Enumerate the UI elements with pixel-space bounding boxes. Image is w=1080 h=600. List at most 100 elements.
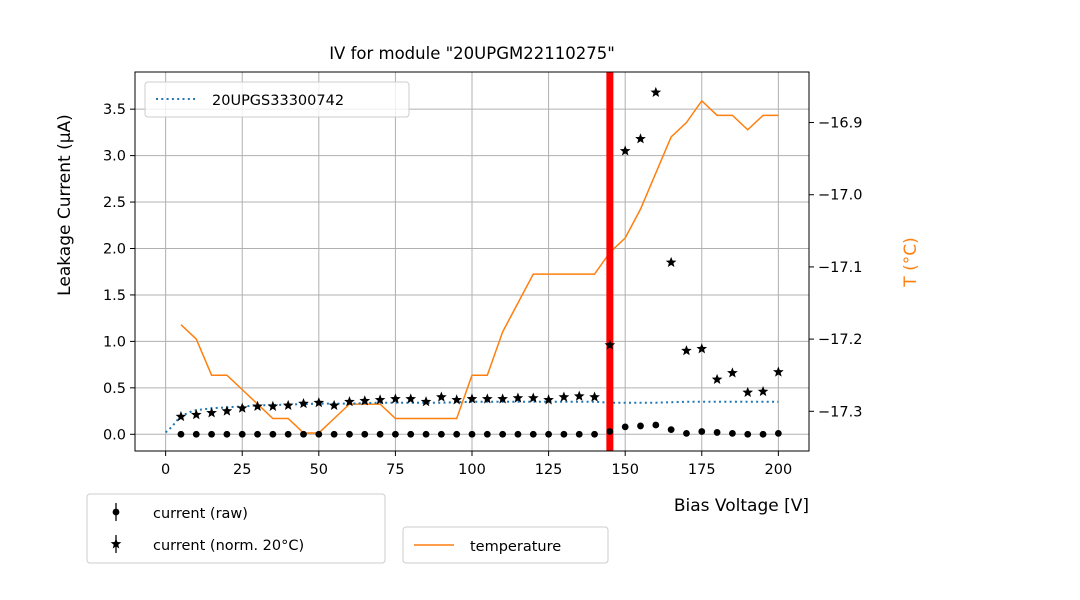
raw-current-point [468, 430, 476, 438]
x-tick-label: 150 [611, 462, 639, 478]
raw-current-point [560, 430, 568, 438]
raw-current-point [254, 430, 261, 438]
norm-current-point [236, 402, 248, 413]
norm-current-point [527, 392, 539, 403]
temperature-line [180, 99, 779, 434]
y2-tick-label: −17.0 [818, 188, 862, 204]
legend-norm-label: current (norm. 20°C) [153, 538, 304, 554]
raw-current-point [208, 430, 215, 438]
norm-current-point [190, 409, 202, 420]
raw-current-point [315, 430, 323, 438]
norm-current-point [512, 392, 524, 403]
raw-current-point [652, 421, 660, 429]
norm-current-point [757, 385, 769, 397]
raw-current-point [238, 430, 246, 438]
x-tick-label: 25 [233, 462, 251, 478]
norm-current-point [252, 400, 263, 411]
legend-reference: 20UPGS33300742 [144, 81, 410, 118]
y2-tick-label: −17.3 [818, 404, 862, 420]
raw-current-point [453, 430, 461, 438]
y2-axis-label: T (°C) [901, 237, 921, 287]
norm-current-point [481, 393, 493, 404]
y-tick-label: 0.5 [103, 381, 126, 397]
norm-current-point [742, 386, 754, 398]
reference-line [164, 400, 779, 434]
raw-current-point [606, 428, 614, 435]
norm-current-point [359, 395, 371, 406]
y-tick-label: 3.0 [103, 149, 126, 165]
x-tick-label: 0 [161, 462, 170, 478]
raw-current-point [575, 430, 583, 438]
x-axis-label: Bias Voltage [V] [674, 496, 809, 516]
norm-current-point [206, 407, 217, 418]
y2-tick-label: −17.2 [818, 332, 862, 348]
norm-current-point [589, 391, 600, 402]
raw-current-point [729, 429, 736, 437]
raw-current-point [407, 430, 415, 438]
chart-title: IV for module "20UPGM22110275" [329, 44, 615, 63]
x-tick-label: 200 [765, 462, 793, 478]
legend-temperature: temperature [402, 526, 609, 564]
legend-raw-marker [112, 503, 120, 521]
norm-current-point [604, 339, 616, 350]
norm-current-point [497, 393, 508, 404]
raw-current-point [177, 430, 185, 438]
y-axis-label: Leakage Current (µA) [55, 114, 75, 296]
legend-temperature-frame [402, 526, 609, 564]
norm-current-point [405, 393, 417, 404]
raw-current-point [422, 430, 430, 438]
raw-current-point [514, 430, 522, 438]
raw-current-point [330, 430, 338, 438]
raw-current-point [529, 430, 537, 438]
x-tick-label: 50 [310, 462, 328, 478]
norm-current-point [665, 256, 677, 267]
legend-temperature-label: temperature [470, 539, 561, 555]
y-tick-label: 2.0 [103, 241, 126, 257]
norm-current-point [711, 373, 723, 384]
legend-reference-label: 20UPGS33300742 [212, 93, 344, 109]
raw-current-point [284, 430, 292, 438]
raw-current-point [483, 430, 491, 438]
norm-current-point [420, 396, 432, 407]
legend-raw-dot [112, 508, 120, 516]
raw-current-point [437, 430, 445, 438]
norm-current-point [650, 86, 662, 97]
y-tick-label: 3.5 [103, 102, 126, 118]
axis-ticks: 0 25 50 75 100 125 150 175 200 0.0 0.5 1.0 1.5 2.0 2.5… [103, 102, 863, 478]
norm-current-point [635, 133, 646, 144]
raw-current-point [545, 430, 552, 438]
x-tick-label: 100 [458, 462, 486, 478]
norm-current-point [298, 398, 309, 409]
raw-current-point [346, 430, 353, 438]
legend-norm-marker [110, 535, 122, 553]
raw-current-point [392, 430, 399, 438]
raw-current-point [300, 430, 307, 438]
raw-current-point [499, 430, 507, 438]
y-tick-label: 2.5 [103, 195, 126, 211]
norm-current-point [267, 400, 279, 411]
y-tick-label: 1.0 [103, 334, 126, 350]
norm-current-point [328, 399, 340, 411]
norm-current-point [374, 394, 386, 405]
raw-current-point [698, 428, 706, 435]
norm-current-point [619, 145, 631, 156]
legend-norm-star [110, 538, 122, 549]
raw-current-point [713, 429, 721, 436]
raw-current-point [269, 430, 277, 438]
raw-current-point [683, 429, 690, 437]
x-tick-label: 75 [386, 462, 404, 478]
legend-current-frame [86, 493, 386, 564]
norm-current-point [573, 390, 585, 401]
legend-raw-label: current (raw) [153, 506, 248, 522]
x-tick-label: 175 [688, 462, 716, 478]
data-layer [164, 72, 784, 451]
norm-current-point [681, 345, 692, 356]
raw-current-point [774, 429, 782, 437]
norm-current-point [313, 397, 325, 408]
norm-current-point [436, 391, 447, 402]
norm-current-point [466, 393, 478, 404]
norm-current-point [175, 411, 187, 422]
raw-current-point [223, 430, 231, 438]
norm-current-point [543, 394, 554, 405]
